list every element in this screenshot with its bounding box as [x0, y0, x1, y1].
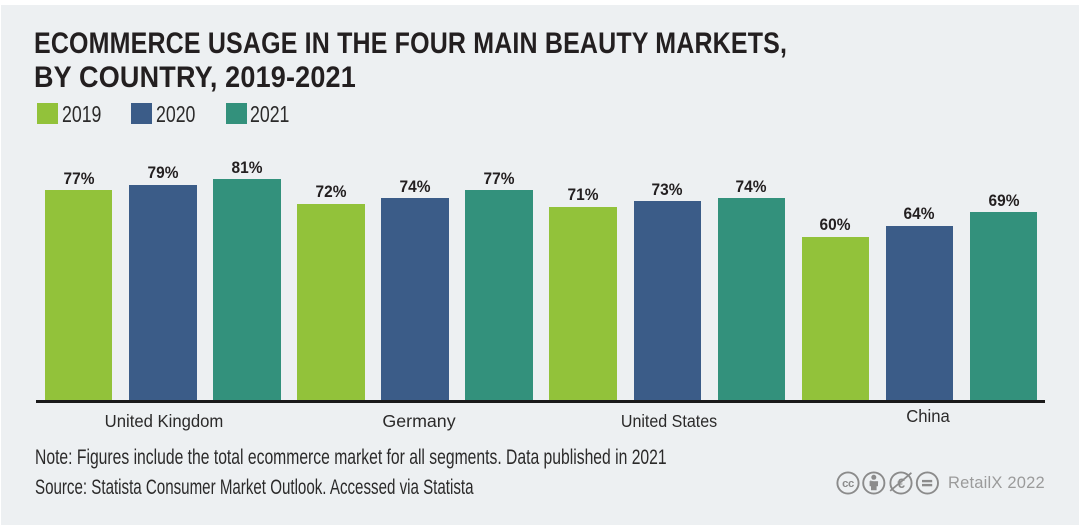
svg-text:cc: cc: [842, 478, 854, 490]
svg-text:€: €: [897, 475, 905, 491]
